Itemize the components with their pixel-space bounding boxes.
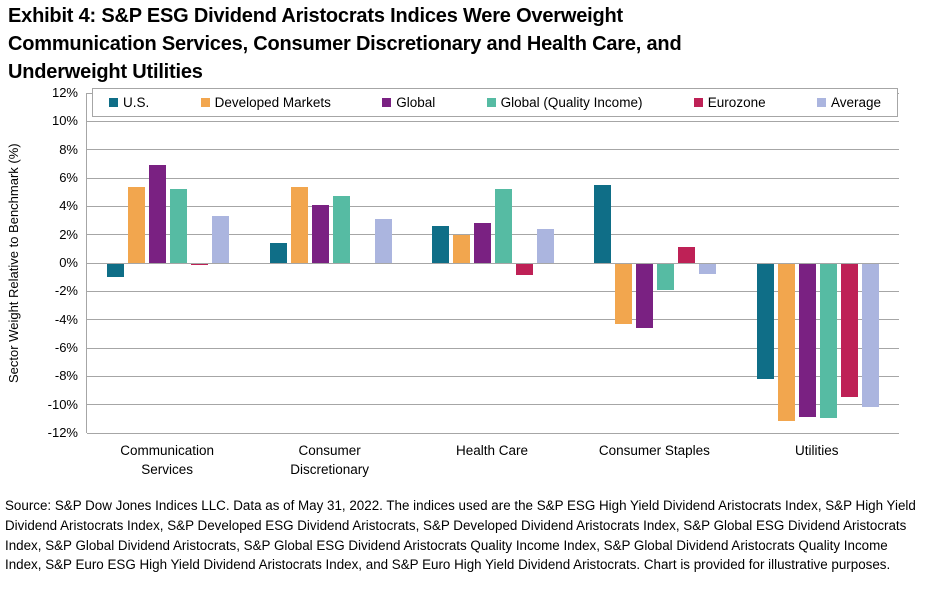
- gridline: [87, 347, 899, 349]
- bar-group-health-care: [412, 93, 574, 433]
- legend-swatch-icon: [382, 98, 392, 107]
- y-tick-label: -6%: [54, 340, 78, 355]
- y-tick-label: 6%: [59, 170, 78, 185]
- exhibit-title-line2: Communication Services, Consumer Discret…: [8, 33, 682, 55]
- bar: [290, 186, 308, 263]
- source-note: Source: S&P Dow Jones Indices LLC. Data …: [5, 498, 916, 573]
- gridline: [87, 149, 899, 151]
- legend-item: Developed Markets: [200, 95, 331, 110]
- y-tick-label: 0%: [59, 255, 78, 270]
- legend-swatch-icon: [693, 98, 703, 107]
- gridline: [87, 205, 899, 207]
- legend-swatch-icon: [486, 98, 496, 107]
- bar: [615, 264, 633, 324]
- y-tick-label: -10%: [47, 396, 78, 412]
- bar: [452, 234, 470, 263]
- gridline: [87, 404, 899, 406]
- y-tick-label: 10%: [51, 113, 78, 129]
- gridline: [87, 120, 899, 122]
- legend-label: Developed Markets: [214, 95, 331, 110]
- y-tick-label: 2%: [59, 226, 78, 242]
- legend: U.S. Developed Markets Global Global (Quali…: [92, 88, 898, 117]
- legend-item: Global (Quality Income): [486, 95, 643, 110]
- bar: [107, 264, 125, 277]
- bar: [473, 223, 491, 263]
- bar: [170, 189, 188, 263]
- bar-group-utilities: [737, 93, 899, 433]
- bar: [212, 216, 230, 263]
- bar: [840, 264, 858, 398]
- x-axis-label: Consumer Discretionary: [290, 443, 369, 477]
- bar: [594, 185, 612, 263]
- bar: [699, 264, 717, 274]
- bar: [657, 264, 675, 290]
- bar: [128, 186, 146, 263]
- bar: [374, 219, 392, 263]
- bar-group-consumer-staples: [574, 93, 736, 433]
- legend-swatch-icon: [109, 98, 118, 107]
- gridline: [87, 432, 899, 434]
- y-tick-label: 4%: [59, 198, 78, 214]
- y-tick-label: -2%: [54, 283, 78, 299]
- bar: [431, 226, 449, 263]
- bar: [636, 264, 654, 328]
- bar: [819, 264, 837, 419]
- bar: [678, 247, 696, 263]
- bar-group-consumer-discretionary: [249, 93, 411, 433]
- x-axis-label: Consumer Staples: [598, 443, 710, 458]
- bar: [311, 204, 329, 263]
- y-tick-label: 8%: [59, 141, 78, 157]
- legend-swatch-icon: [200, 98, 210, 107]
- bar: [149, 165, 167, 263]
- y-tick-label: -12%: [47, 425, 78, 440]
- bar: [332, 196, 350, 263]
- legend-item: U.S.: [109, 95, 149, 110]
- y-tick-label: -8%: [54, 368, 78, 384]
- plot-area: [86, 92, 899, 434]
- gridline: [87, 375, 899, 377]
- legend-label: Eurozone: [707, 95, 766, 110]
- x-axis-label: Health Care: [455, 443, 529, 458]
- legend-item: Average: [816, 95, 881, 110]
- y-tick-label: 12%: [51, 85, 78, 100]
- bar: [777, 264, 795, 422]
- bar-group-communication-services: [87, 93, 249, 433]
- bar: [798, 264, 816, 417]
- legend-item: Global: [382, 95, 435, 110]
- bar: [269, 243, 287, 263]
- gridline: [87, 177, 899, 179]
- legend-label: Global (Quality Income): [500, 95, 643, 110]
- legend-label: Global: [396, 95, 436, 110]
- gridline: [87, 319, 899, 321]
- x-axis-label: Utilities: [795, 443, 839, 458]
- bar: [861, 264, 879, 408]
- legend-label: U.S.: [123, 95, 150, 110]
- exhibit-title-line1: Exhibit 4: S&P ESG Dividend Aristocrats …: [8, 5, 623, 27]
- bar: [536, 229, 554, 263]
- exhibit-title-line3: Underweight Utilities: [8, 61, 203, 83]
- gridline: [87, 262, 899, 264]
- bar: [191, 264, 209, 266]
- legend-swatch-icon: [816, 98, 826, 107]
- bar-chart: Sector Weight Relative to Benchmark (%) …: [6, 85, 899, 477]
- gridline: [87, 290, 899, 292]
- x-axis-label: Communication Services: [120, 443, 215, 477]
- exhibit-title: Exhibit 4: S&P ESG Dividend Aristocrats …: [8, 2, 913, 86]
- y-axis-title: Sector Weight Relative to Benchmark (%): [6, 143, 21, 383]
- legend-item: Eurozone: [693, 95, 766, 110]
- bar: [515, 264, 533, 276]
- bar: [494, 189, 512, 263]
- legend-label: Average: [830, 95, 881, 110]
- y-tick-label: -4%: [54, 311, 78, 327]
- gridline: [87, 234, 899, 236]
- bar: [756, 264, 774, 379]
